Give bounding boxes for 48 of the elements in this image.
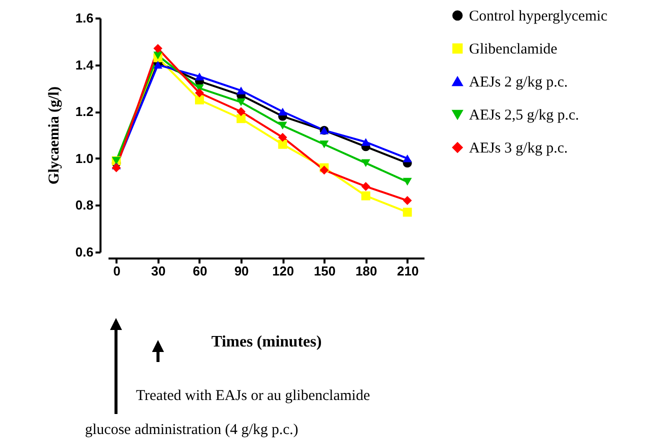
legend-label: AEJs 2,5 g/kg p.c. xyxy=(469,108,579,124)
point xyxy=(320,140,329,148)
point xyxy=(361,159,370,167)
y-tick-label: 1.4 xyxy=(75,57,94,72)
point xyxy=(195,95,204,104)
x-tick-label: 120 xyxy=(272,264,294,278)
point xyxy=(236,107,246,116)
point xyxy=(402,154,412,162)
y-tick-label: 1.0 xyxy=(75,150,94,166)
point xyxy=(402,178,412,186)
x-tick-label: 210 xyxy=(397,264,419,278)
y-tick-label: 1.6 xyxy=(75,10,94,26)
legend-label: Glibenclamide xyxy=(469,42,558,58)
y-tick-label: 1.2 xyxy=(75,104,94,120)
point xyxy=(153,60,162,69)
legend-label: Control hyperglycemic xyxy=(469,8,608,24)
x-tick-label: 90 xyxy=(234,264,249,278)
legend-label: AEJs 2 g/kg p.c. xyxy=(469,74,568,90)
point xyxy=(361,191,370,200)
text: Treated with EAJs or au glibenclamide xyxy=(136,388,370,405)
y-tick-label: 0.8 xyxy=(75,198,94,213)
point xyxy=(278,122,288,130)
y-axis-title: Glycaemia (g/l) xyxy=(46,86,62,184)
point xyxy=(361,182,370,191)
point xyxy=(195,88,204,98)
point xyxy=(320,166,329,175)
point xyxy=(112,163,121,172)
point xyxy=(278,140,288,149)
point xyxy=(153,44,162,53)
legend-label: AEJs 3 g/kg p.c. xyxy=(469,140,568,156)
point xyxy=(195,72,204,80)
point xyxy=(278,132,288,142)
x-tick-label: 60 xyxy=(192,264,208,278)
x-axis-title: Times (minutes) xyxy=(211,334,322,350)
point xyxy=(236,86,246,94)
point xyxy=(402,208,412,217)
x-tick-label: 0 xyxy=(113,264,120,278)
point xyxy=(402,196,412,205)
point xyxy=(278,108,288,116)
text: glucose administration (4 g/kg p.c.) xyxy=(85,422,298,439)
point xyxy=(153,52,162,60)
point xyxy=(361,138,370,146)
x-tick-label: 150 xyxy=(314,264,336,278)
point xyxy=(236,114,246,124)
x-tick-label: 30 xyxy=(151,264,166,278)
point xyxy=(236,98,246,106)
x-tick-label: 180 xyxy=(355,264,378,278)
y-tick-label: 0.6 xyxy=(75,244,94,260)
